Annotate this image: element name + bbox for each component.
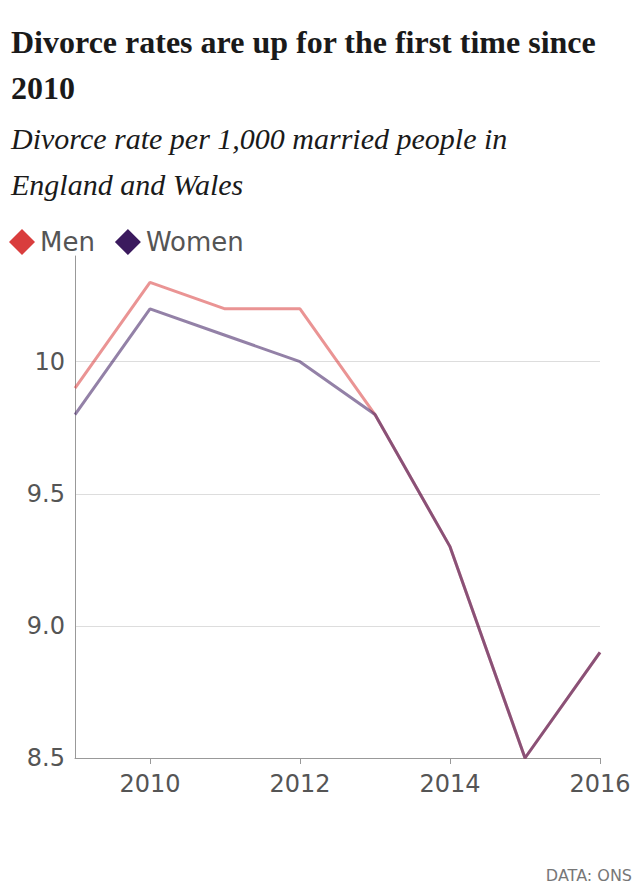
svg-text:DATA: ONS: DATA: ONS — [546, 866, 632, 885]
svg-text:Women: Women — [146, 227, 244, 257]
svg-text:Divorce rate per 1,000 married: Divorce rate per 1,000 married people in — [10, 122, 515, 155]
svg-text:England and Wales: England and Wales — [10, 168, 243, 201]
svg-text:9.5: 9.5 — [27, 480, 65, 508]
svg-text:2012: 2012 — [269, 770, 330, 798]
svg-text:8.5: 8.5 — [27, 744, 65, 772]
svg-text:2010: 2010 — [119, 770, 180, 798]
svg-text:2016: 2016 — [569, 770, 630, 798]
svg-text:10: 10 — [34, 348, 65, 376]
svg-text:2014: 2014 — [419, 770, 480, 798]
svg-text:2010: 2010 — [11, 70, 75, 106]
svg-text:Divorce rates are up for the f: Divorce rates are up for the first time … — [11, 24, 604, 60]
svg-text:Men: Men — [40, 227, 95, 257]
svg-text:9.0: 9.0 — [27, 612, 65, 640]
